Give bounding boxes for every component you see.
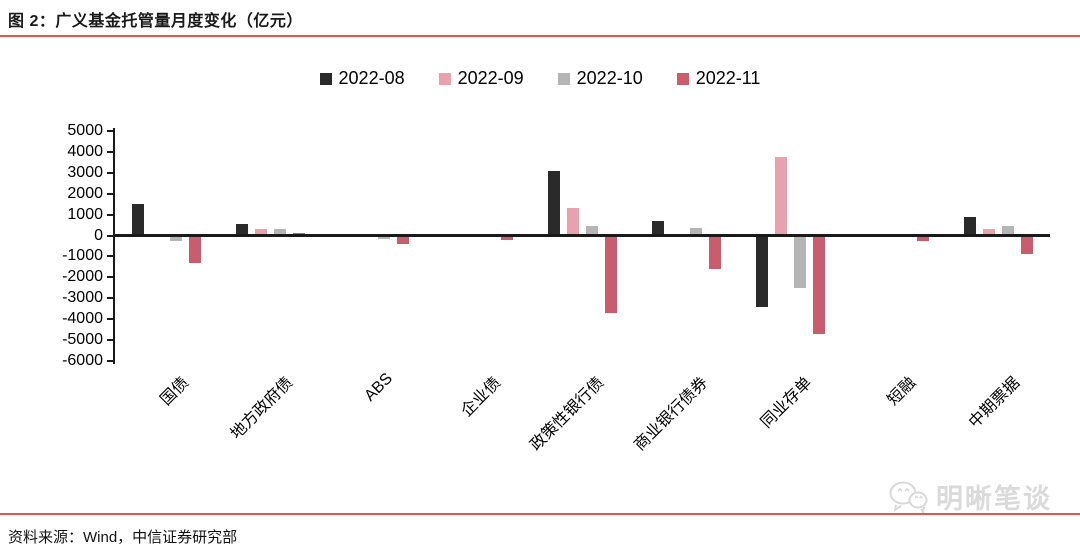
legend-swatch-icon <box>438 72 451 85</box>
legend-swatch-icon <box>319 72 332 85</box>
y-axis-tick <box>107 150 114 153</box>
y-axis-tick <box>107 213 114 216</box>
bar-2022-10-地方政府债 <box>274 228 287 236</box>
bar-chart: 5000 4000 3000 2000 1000 0 -1000 -2000 -3000 -400… <box>62 122 1050 455</box>
bar-2022-08-商业银行债券 <box>651 220 664 236</box>
y-tick-label: 2000 <box>67 184 103 202</box>
bar-2022-09-中期票据 <box>982 229 995 236</box>
y-tick-label: -6000 <box>62 352 103 369</box>
category-label: ABS <box>361 370 396 405</box>
y-axis-line <box>113 128 115 364</box>
y-axis-tick <box>107 192 114 195</box>
legend-swatch-icon <box>676 72 689 85</box>
y-tick-label: 4000 <box>67 142 103 160</box>
chart-legend: 2022-08 2022-09 2022-10 2022-11 <box>0 68 1080 89</box>
legend-label: 2022-08 <box>338 68 405 88</box>
bar-2022-09-地方政府债 <box>255 229 268 236</box>
category-label: 地方政府债 <box>227 374 297 443</box>
bar-2022-10-国债 <box>170 235 183 241</box>
y-axis-tick <box>107 130 114 132</box>
category-label: 政策性银行债 <box>527 374 608 455</box>
y-axis-tick <box>107 339 114 342</box>
watermark-text: 明晰笔谈 <box>936 484 1052 514</box>
footer-rule <box>0 513 1080 515</box>
y-axis-tick <box>107 318 114 321</box>
category-label: 国债 <box>157 374 193 409</box>
legend-swatch-icon <box>557 72 570 85</box>
bar-2022-10-政策性银行债 <box>586 225 598 236</box>
bar-2022-11-企业债 <box>501 235 514 240</box>
bar-2022-10-中期票据 <box>1001 226 1014 236</box>
category-label: 短融 <box>884 374 920 409</box>
category-label: 中期票据 <box>966 374 1024 432</box>
bar-2022-09-同业存单 <box>774 157 787 236</box>
y-tick-label: 1000 <box>67 205 103 223</box>
y-axis-tick <box>107 171 114 174</box>
bar-2022-11-同业存单 <box>812 235 825 334</box>
bar-2022-11-商业银行债券 <box>708 235 721 269</box>
bar-2022-08-政策性银行债 <box>548 170 560 236</box>
category-label: 企业债 <box>457 374 504 421</box>
bar-2022-11-政策性银行债 <box>605 235 617 313</box>
y-tick-label: -5000 <box>62 331 103 349</box>
legend-label: 2022-09 <box>457 68 524 88</box>
y-tick-label: -4000 <box>62 310 103 328</box>
watermark: 明晰笔谈 <box>888 477 1052 516</box>
figure-title: 图 2：广义基金托管量月度变化（亿元） <box>8 13 303 30</box>
title-underline <box>0 35 1080 37</box>
bar-2022-11-国债 <box>189 235 202 263</box>
y-axis-tick <box>107 360 114 362</box>
legend-label: 2022-10 <box>576 68 643 88</box>
bar-2022-08-国债 <box>132 204 145 236</box>
y-axis-tick <box>107 255 114 258</box>
bar-2022-10-ABS <box>378 235 391 239</box>
legend-item: 2022-10 <box>557 68 643 89</box>
legend-item: 2022-08 <box>319 68 405 89</box>
category-label: 商业银行债券 <box>631 374 712 455</box>
bar-2022-08-中期票据 <box>963 217 976 236</box>
y-tick-label: -1000 <box>62 247 103 265</box>
bar-2022-08-同业存单 <box>755 235 768 307</box>
bar-2022-10-同业存单 <box>793 235 806 288</box>
bar-2022-11-ABS <box>397 235 410 244</box>
y-tick-label: -3000 <box>62 289 103 307</box>
y-axis-tick <box>107 234 114 237</box>
y-axis-tick <box>107 297 114 300</box>
legend-item: 2022-11 <box>676 68 761 89</box>
y-tick-label: 5000 <box>67 122 103 139</box>
source-text: 资料来源：Wind，中信证券研究部 <box>8 529 238 546</box>
bar-2022-08-地方政府债 <box>236 224 249 236</box>
y-axis-tick <box>107 276 114 279</box>
legend-label: 2022-11 <box>695 68 761 88</box>
bar-2022-09-政策性银行债 <box>567 208 579 236</box>
wechat-icon <box>889 481 928 514</box>
bar-2022-10-商业银行债券 <box>689 228 702 236</box>
legend-item: 2022-09 <box>438 68 524 89</box>
bar-2022-11-短融 <box>916 235 929 242</box>
x-axis-line <box>113 234 1050 238</box>
y-tick-label: -2000 <box>62 268 103 286</box>
y-tick-label: 3000 <box>67 163 103 181</box>
y-tick-label: 0 <box>94 226 103 244</box>
bar-2022-11-中期票据 <box>1020 235 1033 255</box>
category-label: 同业存单 <box>758 374 816 432</box>
